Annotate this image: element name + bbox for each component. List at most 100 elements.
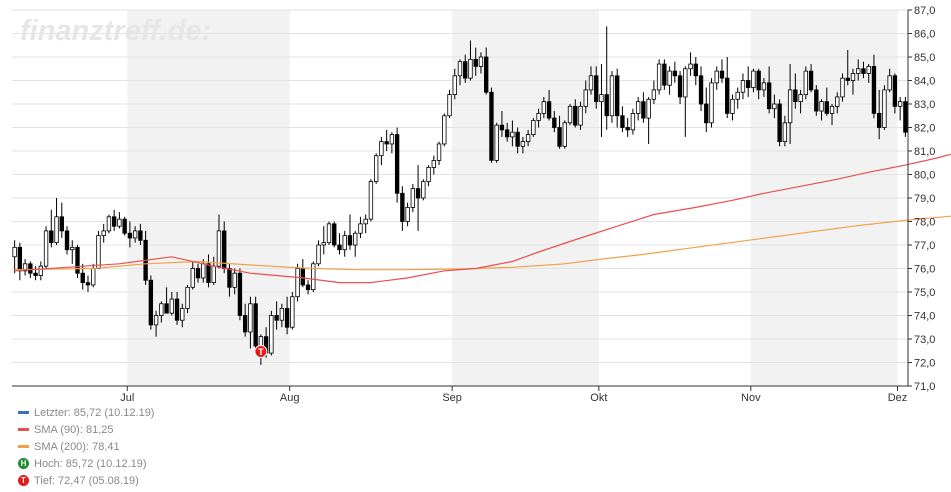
y-tick-label: 76,0	[914, 264, 935, 276]
candle-body	[552, 117, 557, 128]
candle-body	[876, 113, 882, 128]
candle-body	[442, 115, 447, 145]
candle-body	[693, 63, 698, 77]
candle-body	[300, 268, 305, 286]
candle-body	[819, 101, 824, 112]
candle-body	[567, 105, 573, 124]
low-badge-icon: T	[18, 475, 29, 486]
candle-body	[740, 80, 746, 93]
y-tick-label: 72,0	[914, 358, 935, 370]
y-tick-label: 84,0	[914, 76, 935, 88]
candle-body	[531, 120, 536, 135]
candle-body	[436, 143, 442, 161]
candle-body	[111, 216, 117, 227]
candle-body	[520, 141, 526, 147]
candle-body	[373, 155, 379, 182]
candle-body	[499, 124, 505, 131]
candle-body	[452, 75, 457, 96]
candle-body	[410, 188, 416, 208]
candle-body	[892, 75, 898, 107]
candle-body	[85, 282, 91, 286]
candle-body	[620, 115, 625, 128]
candle-body	[59, 216, 64, 232]
candle-body	[510, 131, 515, 138]
y-tick-label: 85,0	[914, 52, 935, 64]
candle-body	[709, 82, 714, 124]
candle-body	[290, 296, 295, 328]
y-tick-label: 78,0	[914, 217, 935, 229]
candle-body	[667, 70, 672, 86]
candle-body	[12, 246, 17, 258]
legend-high-label: Hoch: 85,72 (10.12.19)	[34, 457, 147, 470]
candle-body	[840, 77, 845, 98]
candle-body	[253, 303, 258, 347]
candle-body	[609, 75, 615, 117]
candle-body	[625, 127, 630, 131]
candle-body	[730, 98, 735, 114]
y-tick-label: 75,0	[914, 287, 935, 299]
candle-body	[185, 286, 190, 309]
low-marker-label: T	[258, 347, 264, 357]
sma-90-line	[14, 153, 951, 284]
candle-body	[379, 141, 384, 157]
candle-body	[148, 279, 154, 326]
candle-body	[719, 70, 725, 79]
candle-body	[384, 141, 389, 145]
candle-body	[562, 122, 567, 147]
candle-body	[850, 73, 856, 81]
candle-body	[316, 244, 321, 265]
y-tick-label: 80,0	[914, 170, 935, 182]
watermark: finanztreff.de:	[20, 15, 211, 47]
candle-body	[541, 101, 547, 114]
candle-body	[882, 89, 887, 128]
candle-body	[75, 246, 80, 274]
x-tick-label: Sep	[442, 392, 462, 404]
candle-body	[829, 105, 835, 114]
candle-body	[201, 263, 206, 279]
last-swatch	[18, 411, 29, 414]
candle-body	[326, 223, 332, 244]
candle-body	[903, 101, 908, 133]
candle-body	[641, 101, 646, 119]
candle-body	[342, 235, 347, 251]
candle-body	[635, 101, 641, 114]
y-tick-label: 81,0	[914, 146, 935, 158]
candle-body	[400, 192, 405, 222]
low-marker	[254, 344, 268, 358]
y-tick-label: 73,0	[914, 334, 935, 346]
candle-body	[211, 265, 216, 283]
candle-body	[468, 58, 473, 79]
candle-body	[672, 70, 678, 77]
legend-low-label: Tief: 72,47 (05.08.19)	[34, 474, 139, 487]
candle-body	[473, 58, 478, 67]
candle-body	[656, 63, 662, 91]
candle-body	[132, 230, 138, 239]
candle-body	[295, 268, 300, 298]
legend-sma90-label: SMA (90): 81,25	[34, 423, 114, 436]
candle-body	[761, 82, 767, 91]
candle-body	[856, 68, 861, 74]
candle-body	[751, 70, 756, 88]
candle-body	[28, 263, 33, 274]
candle-body	[798, 94, 803, 103]
candle-body	[463, 61, 468, 79]
candle-body	[80, 272, 85, 284]
candle-body	[897, 101, 903, 107]
y-tick-label: 71,0	[914, 381, 935, 393]
candle-body	[216, 230, 222, 267]
candle-body	[91, 268, 96, 286]
candle-body	[588, 75, 594, 91]
candle-body	[646, 98, 651, 119]
y-tick-label: 82,0	[914, 123, 935, 135]
legend-item-last: Letzter: 85,72 (10.12.19)	[18, 404, 154, 421]
candle-body	[284, 308, 290, 328]
candle-body	[38, 265, 44, 276]
candle-body	[772, 103, 777, 110]
candle-body	[557, 127, 562, 147]
candle-body	[169, 298, 174, 314]
candle-body	[803, 70, 809, 95]
legend-item-sma90: SMA (90): 81,25	[18, 421, 154, 438]
candle-body	[871, 66, 877, 114]
axes: 71,0 72,0 73,0 74,0 75,0 76,0 77,0 78,0 79,0 80,0…	[12, 5, 935, 404]
candle-body	[630, 113, 636, 131]
